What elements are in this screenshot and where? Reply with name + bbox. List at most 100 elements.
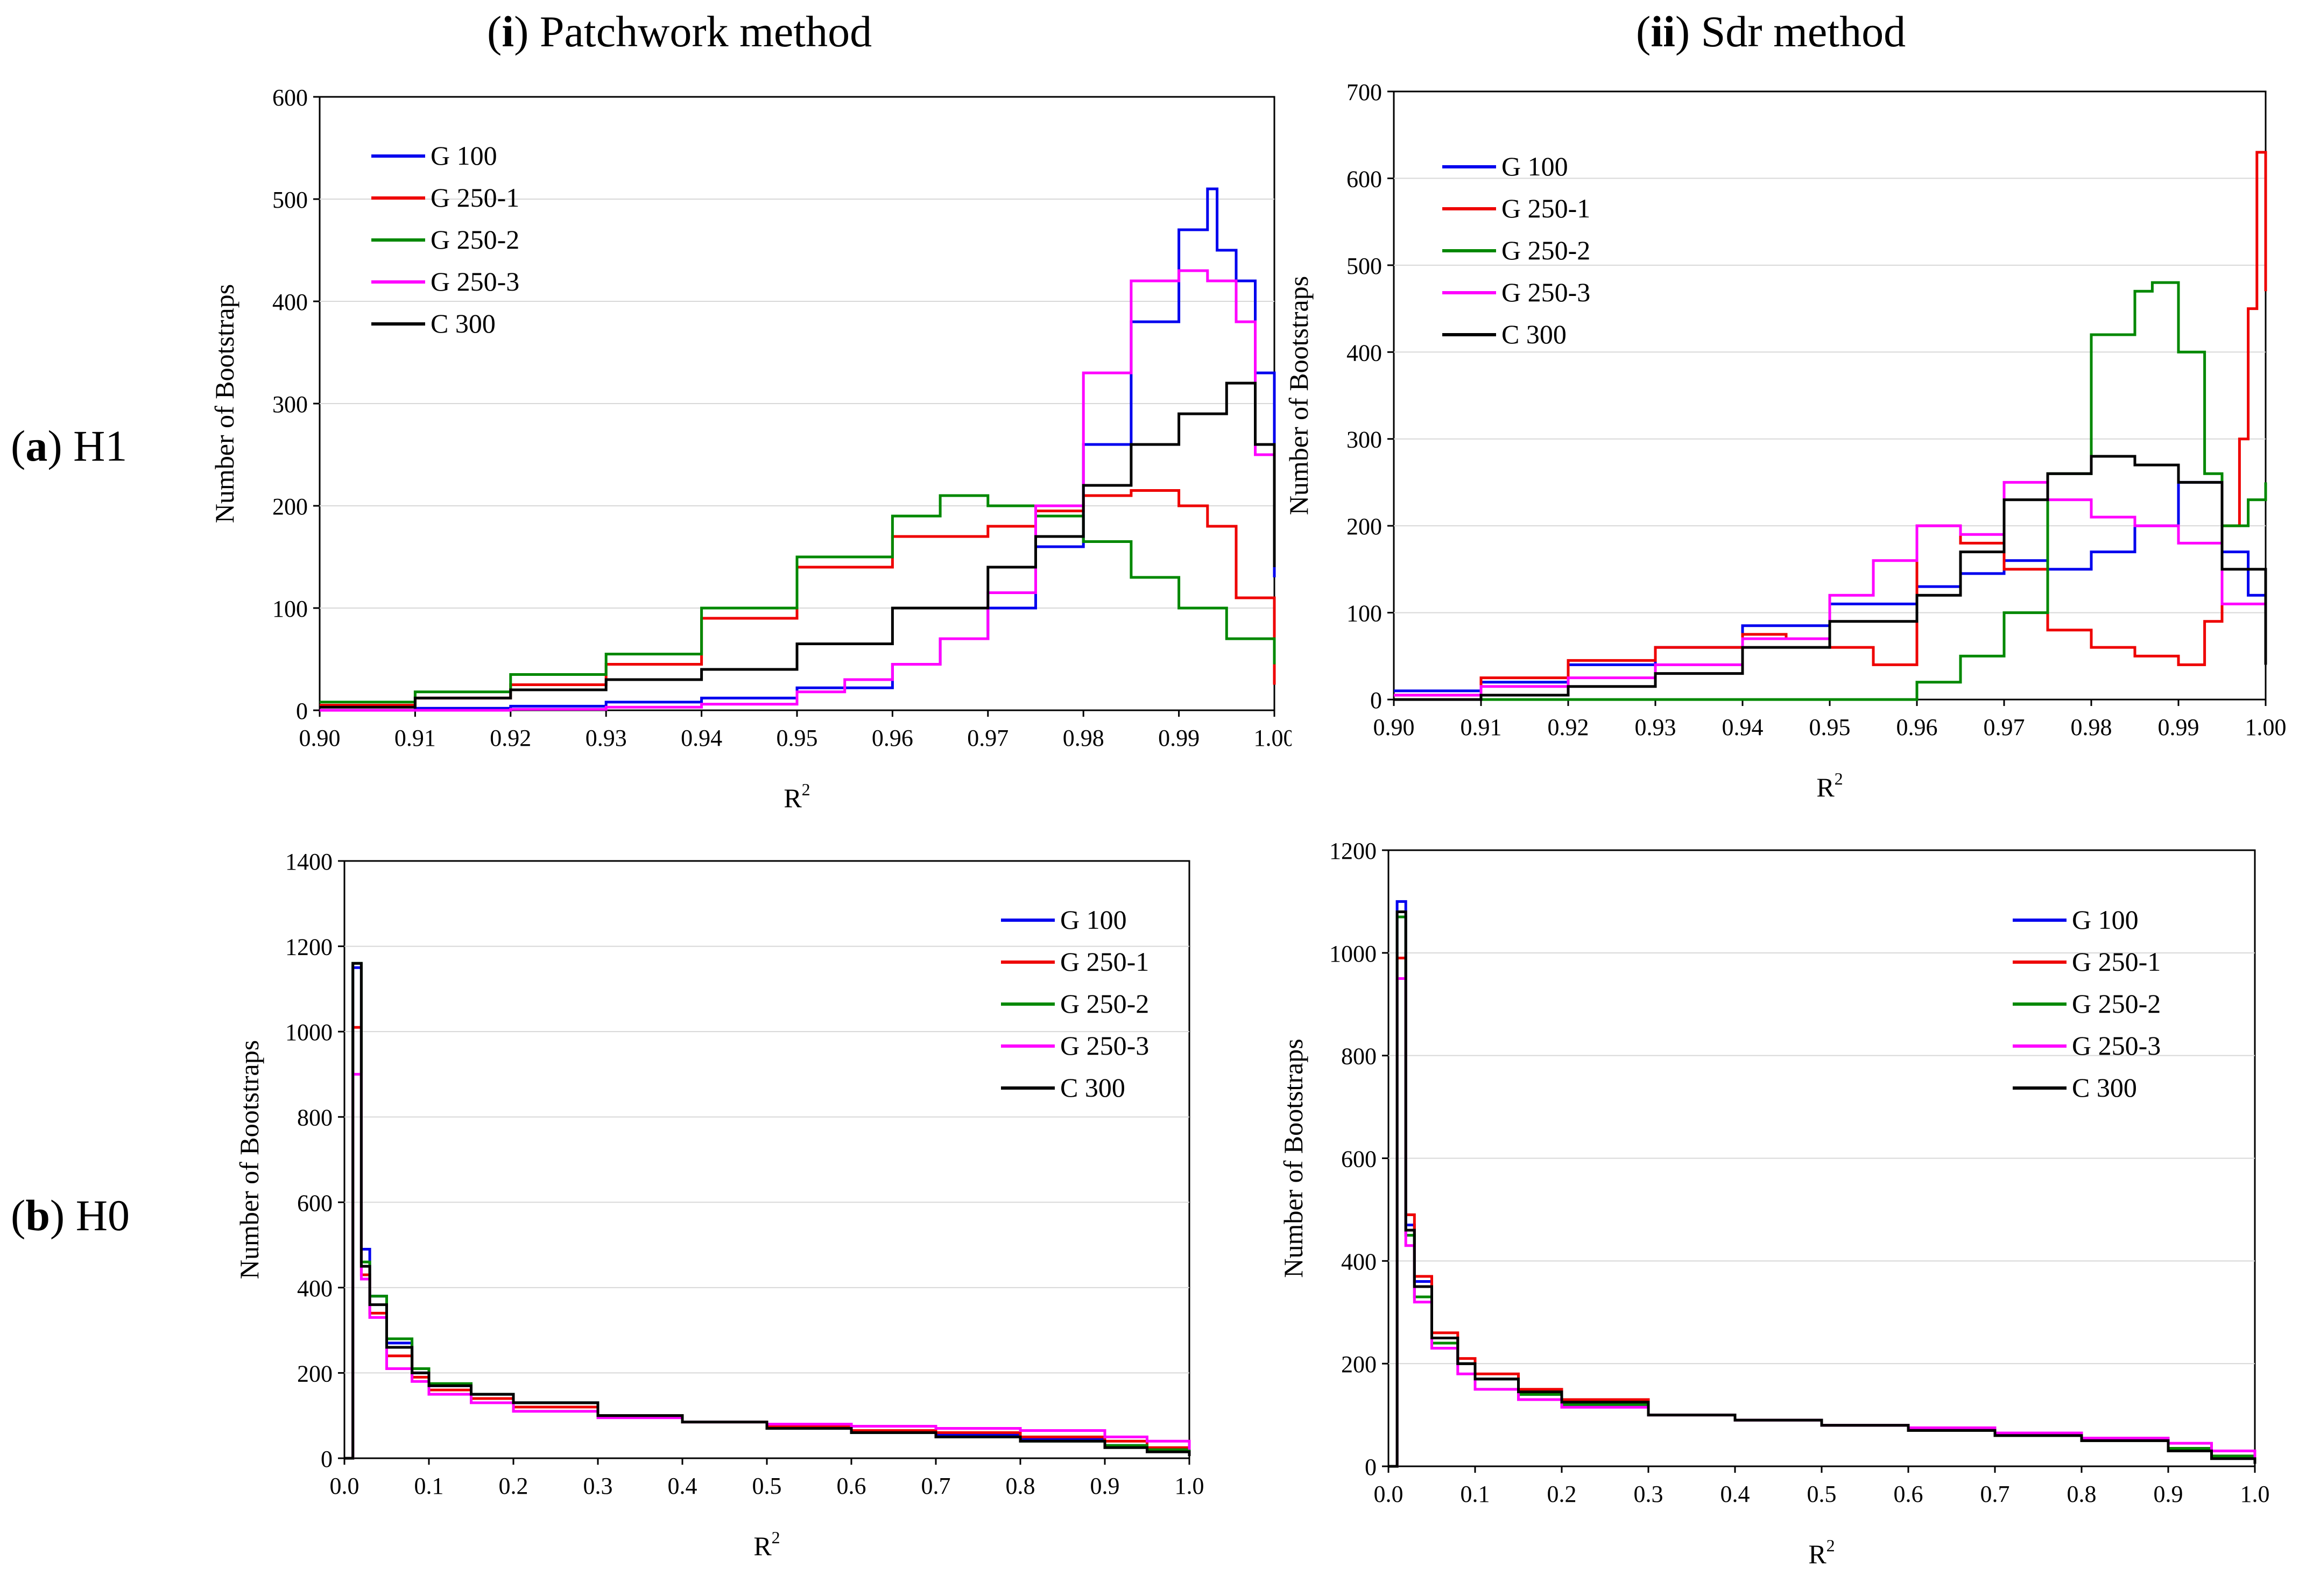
x-axis-label: R2 [753, 1528, 780, 1561]
legend-label: G 250-1 [431, 182, 519, 213]
x-tick-label: 1.0 [1175, 1473, 1204, 1499]
y-tick-label: 1400 [285, 849, 333, 875]
x-tick-label: 0.93 [1635, 714, 1676, 740]
y-tick-label: 1200 [285, 934, 333, 961]
legend-label: G 100 [1060, 905, 1127, 935]
x-tick-label: 0.1 [1461, 1481, 1490, 1507]
y-tick-label: 100 [272, 596, 308, 622]
legend-label: G 250-3 [431, 266, 519, 296]
x-tick-label: 0.8 [1006, 1473, 1035, 1499]
legend-label: G 100 [2072, 905, 2139, 935]
x-axis-label-superscript: 2 [802, 780, 810, 799]
series-line-g-100 [320, 187, 1276, 712]
legend-label: G 250-3 [1060, 1030, 1149, 1061]
x-tick-label: 0.92 [1548, 714, 1589, 740]
y-axis-label: Number of Bootstraps [1284, 276, 1314, 515]
series-line-g-250-2 [320, 494, 1276, 704]
y-tick-label: 500 [1346, 253, 1382, 279]
x-tick-label: 0.94 [1722, 714, 1764, 740]
x-tick-label: 0.93 [586, 725, 627, 751]
x-tick-label: 0.95 [777, 725, 818, 751]
x-tick-label: 0.92 [490, 725, 531, 751]
x-tick-label: 0.5 [1807, 1481, 1837, 1507]
y-axis-label: Number of Bootstraps [234, 1040, 264, 1279]
y-tick-label: 0 [1365, 1454, 1377, 1480]
x-tick-label: 0.98 [2071, 714, 2112, 740]
y-tick-label: 300 [272, 391, 308, 418]
legend-label: G 250-2 [431, 224, 519, 255]
x-axis-label-text: R [1816, 772, 1835, 802]
x-tick-label: 0.3 [583, 1473, 613, 1499]
x-tick-label: 0.3 [1634, 1481, 1663, 1507]
x-tick-label: 0.9 [1090, 1473, 1120, 1499]
legend-label: G 250-2 [1501, 235, 1590, 265]
y-tick-label: 400 [272, 289, 308, 315]
chart-h0-sdr: 0 200 400 600 800 1000 1200 0.0 0.1 0.2 0.3 0.4 0.5 0… [1278, 839, 2270, 1569]
x-tick-label: 0.2 [1547, 1481, 1577, 1507]
x-tick-label: 0.9 [2154, 1481, 2183, 1507]
y-tick-label: 0 [1370, 687, 1382, 714]
chart-h1-sdr: 0 100 200 300 400 500 600 700 0.90 0.91 0.92 0.93 0.… [1284, 79, 2287, 802]
x-tick-label: 0.0 [1374, 1481, 1404, 1507]
x-tick-label: 0.91 [394, 725, 436, 751]
y-tick-label: 400 [1341, 1248, 1377, 1275]
series-line-c-300 [1394, 455, 2267, 701]
y-tick-label: 600 [272, 84, 308, 111]
y-tick-label: 1000 [1329, 941, 1377, 967]
x-axis-label: R2 [1816, 769, 1843, 802]
x-tick-label: 0.6 [1894, 1481, 1923, 1507]
x-tick-label: 0.8 [2067, 1481, 2097, 1507]
y-tick-label: 400 [1346, 340, 1382, 366]
series-line-g-250-1 [1394, 151, 2267, 697]
x-axis-label-superscript: 2 [1835, 769, 1843, 788]
x-tick-label: 0.95 [1809, 714, 1851, 740]
y-tick-label: 200 [1341, 1351, 1377, 1378]
y-tick-label: 800 [297, 1105, 333, 1131]
y-tick-label: 200 [297, 1360, 333, 1387]
x-axis-label-text: R [784, 783, 802, 813]
x-tick-label: 1.00 [1254, 725, 1292, 751]
x-axis-label: R2 [1808, 1536, 1835, 1569]
x-tick-label: 0.90 [1373, 714, 1415, 740]
chart-h0-patchwork: 0 200 400 600 800 1000 1200 1400 0.0 0.1 0.2 0.3 0.4… [234, 849, 1204, 1561]
legend-label: G 250-1 [2072, 947, 2161, 977]
legend-label: G 250-3 [1501, 277, 1590, 307]
row-header-h0: (b) H0 [11, 1191, 130, 1240]
y-tick-label: 1200 [1329, 839, 1377, 864]
x-tick-label: 0.7 [1980, 1481, 2010, 1507]
y-tick-label: 0 [296, 698, 308, 724]
y-tick-label: 600 [1346, 166, 1382, 192]
y-tick-label: 0 [321, 1446, 333, 1472]
x-axis-label-text: R [1808, 1539, 1826, 1569]
y-axis-label: Number of Bootstraps [209, 284, 239, 523]
legend-label: G 250-1 [1060, 947, 1149, 977]
x-tick-label: 0.96 [872, 725, 913, 751]
x-tick-label: 0.0 [330, 1473, 359, 1499]
column-header-sdr: (ii) Sdr method [1636, 7, 1906, 56]
legend-label: G 100 [1501, 151, 1568, 181]
x-tick-label: 0.4 [1720, 1481, 1750, 1507]
x-tick-label: 1.00 [2245, 714, 2287, 740]
x-tick-label: 0.99 [2158, 714, 2199, 740]
legend-label: G 250-1 [1501, 193, 1590, 223]
y-tick-label: 800 [1341, 1043, 1377, 1070]
x-axis-label-superscript: 2 [1826, 1536, 1835, 1555]
y-tick-label: 100 [1346, 601, 1382, 627]
y-tick-label: 200 [272, 493, 308, 520]
x-tick-label: 0.7 [921, 1473, 951, 1499]
x-tick-label: 0.98 [1063, 725, 1104, 751]
legend-label: C 300 [1501, 319, 1567, 349]
series-line-c-300 [344, 962, 1191, 1460]
x-tick-label: 0.97 [1984, 714, 2025, 740]
chart-h1-patchwork: 0 100 200 300 400 500 600 0.90 0.91 0.92 0.93 0.94 0… [209, 84, 1292, 813]
legend-label: G 250-2 [2072, 988, 2161, 1019]
x-tick-label: 0.91 [1461, 714, 1502, 740]
series-line-c-300 [320, 382, 1276, 709]
row-header-h1: (a) H1 [11, 421, 128, 470]
y-tick-label: 1000 [285, 1019, 333, 1046]
x-axis-label-text: R [753, 1531, 772, 1561]
y-tick-label: 500 [272, 187, 308, 213]
x-tick-label: 0.97 [967, 725, 1009, 751]
x-tick-label: 0.5 [752, 1473, 782, 1499]
